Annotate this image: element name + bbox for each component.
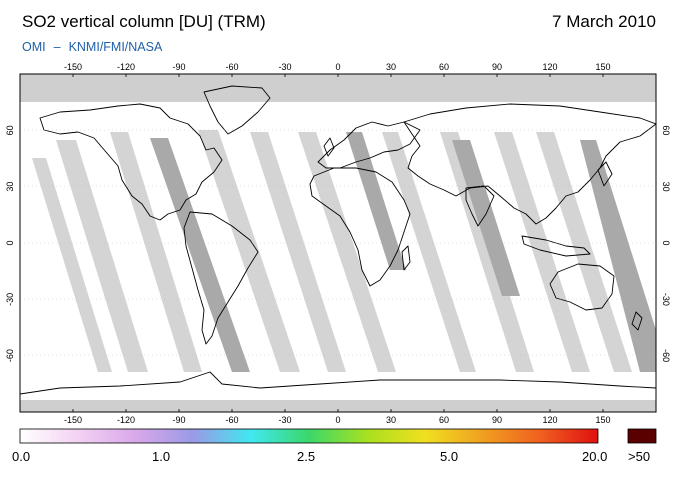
lat-ticks-right: 60 30 0 -30 -60: [661, 125, 671, 362]
lat-tick-label: 60: [5, 125, 15, 135]
credit-omi: OMI: [22, 40, 46, 54]
coast-north-america: [39, 103, 223, 221]
swath-gaps: [32, 130, 656, 372]
lon-tick-label: 120: [542, 415, 557, 425]
lon-tick-label: -60: [225, 415, 238, 425]
credit-line: OMI – KNMI/FMI/NASA: [22, 40, 162, 54]
lon-tick-label: -120: [117, 415, 135, 425]
lon-tick-label: 60: [439, 62, 449, 72]
lon-tick-label: -60: [225, 62, 238, 72]
lon-tick-label: 90: [492, 62, 502, 72]
lon-tick-label: 150: [595, 62, 610, 72]
coast-europe: [317, 121, 421, 169]
colorbar-overflow: [627, 428, 657, 444]
credit-institutions: KNMI/FMI/NASA: [68, 40, 163, 54]
swath-gap: [382, 132, 476, 372]
coast-greenland: [203, 85, 271, 135]
lon-tick-label: 30: [386, 62, 396, 72]
lon-tick-label: -90: [172, 415, 185, 425]
lat-tick-label: -60: [661, 349, 671, 362]
colorbar-label: 0.0: [12, 449, 31, 464]
lon-tick-label: -120: [117, 62, 135, 72]
lon-tick-label: 0: [335, 62, 340, 72]
lon-tick-label: 150: [595, 415, 610, 425]
lon-tick-label: 30: [386, 415, 396, 425]
lon-tick-label: -150: [64, 415, 82, 425]
coast-new-zealand: [631, 311, 643, 331]
colorbar-label: 2.5: [297, 449, 316, 464]
no-data-north: [20, 74, 656, 102]
coast-antarctica: [20, 371, 656, 395]
lon-tick-label: -150: [64, 62, 82, 72]
lon-ticks-top: -150 -120 -90 -60 -30 0 30 60 90 120 150: [64, 62, 611, 77]
lat-ticks-left: 60 30 0 -30 -60: [5, 125, 15, 362]
lat-tick-label: -30: [661, 293, 671, 306]
lat-tick-label: -30: [5, 293, 15, 306]
swath-gap: [250, 132, 346, 372]
swath-gap: [56, 140, 148, 372]
coast-india: [465, 185, 495, 227]
coast-south-america: [183, 211, 259, 345]
lat-tick-label: 0: [5, 240, 15, 245]
lat-tick-label: 60: [661, 125, 671, 135]
credit-dash: –: [53, 40, 61, 54]
lon-tick-label: 90: [492, 415, 502, 425]
swath-gap: [150, 138, 250, 372]
map-body: [20, 74, 656, 412]
lat-tick-label: -60: [5, 349, 15, 362]
map-title: SO2 vertical column [DU] (TRM): [22, 12, 266, 31]
swath-gap: [536, 132, 632, 372]
coast-uk: [323, 137, 335, 157]
lon-tick-label: 0: [335, 415, 340, 425]
coast-indonesia: [521, 235, 591, 257]
lat-tick-label: 30: [661, 182, 671, 192]
lon-tick-label: -30: [278, 415, 291, 425]
swath-gap: [452, 140, 520, 296]
lat-tick-label: 0: [661, 240, 671, 245]
colorbar: [19, 428, 599, 444]
lon-tick-label: 120: [542, 62, 557, 72]
coast-asia: [403, 103, 656, 225]
colorbar-label: 1.0: [152, 449, 171, 464]
colorbar-label: 5.0: [440, 449, 459, 464]
swath-gap: [494, 132, 590, 372]
swath-gap: [346, 132, 406, 270]
lon-ticks-bottom: -150 -120 -90 -60 -30 0 30 60 90 120 150: [64, 409, 611, 425]
lat-tick-label: 30: [5, 182, 15, 192]
map-date: 7 March 2010: [552, 12, 656, 31]
swath-gap: [580, 140, 656, 372]
swath-gap: [298, 132, 396, 372]
coastlines: [20, 85, 656, 395]
swath-gap: [198, 130, 300, 372]
coast-australia: [549, 263, 615, 311]
colorbar-label: 20.0: [582, 449, 608, 464]
lon-tick-label: 60: [439, 415, 449, 425]
coast-madagascar: [401, 245, 411, 271]
swath-gap: [110, 132, 202, 372]
lon-tick-label: -90: [172, 62, 185, 72]
colorbar-label: >50: [628, 449, 651, 464]
lon-tick-label: -30: [278, 62, 291, 72]
coast-japan: [597, 161, 613, 187]
coast-africa: [309, 167, 411, 287]
swath-gap: [32, 158, 112, 372]
